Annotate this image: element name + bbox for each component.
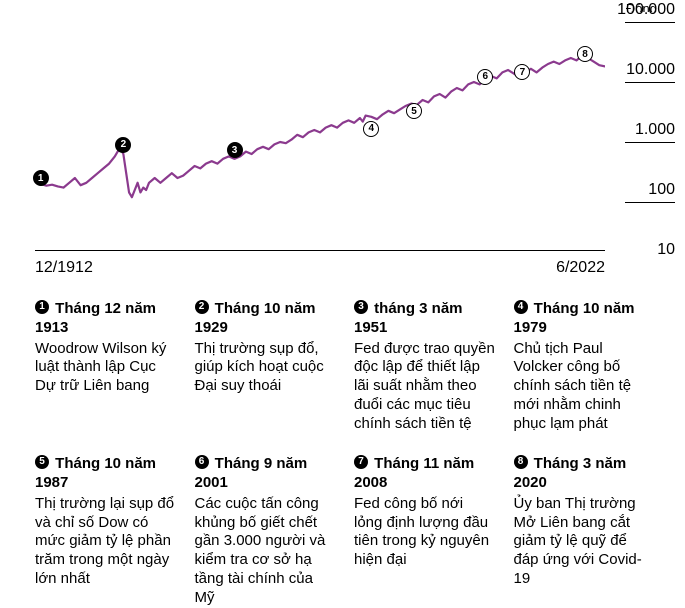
annotation-title-text: Tháng 9 năm 2001 — [195, 455, 308, 491]
annotation-title-text: Tháng 10 năm 1979 — [514, 300, 635, 336]
x-axis: 12/1912 6/2022 — [35, 250, 605, 251]
annotation-3: 3 tháng 3 năm 1951Fed được trao quyền độ… — [354, 300, 496, 433]
annotation-7: 7 Tháng 11 năm 2008Fed công bố nới lỏng … — [354, 455, 496, 607]
y-tick: 100 — [605, 180, 675, 202]
annotation-8: 8 Tháng 3 năm 2020Ủy ban Thị trường Mở L… — [514, 455, 656, 607]
annotation-1: 1 Tháng 12 năm 1913Woodrow Wilson ký luậ… — [35, 300, 177, 433]
annotation-title: 6 Tháng 9 năm 2001 — [195, 455, 337, 493]
chart-marker-2: 2 — [115, 137, 131, 153]
annotation-title: 8 Tháng 3 năm 2020 — [514, 455, 656, 493]
annotation-title-text: Tháng 10 năm 1929 — [195, 300, 316, 336]
y-tick-line — [625, 82, 675, 83]
annotation-title: 7 Tháng 11 năm 2008 — [354, 455, 496, 493]
annotations-grid: 1 Tháng 12 năm 1913Woodrow Wilson ký luậ… — [35, 300, 655, 607]
annotation-title: 3 tháng 3 năm 1951 — [354, 300, 496, 338]
y-axis-labels: 100.00010.0001.00010010 — [605, 10, 675, 250]
chart-marker-8: 8 — [577, 46, 593, 62]
annotation-5: 5 Tháng 10 năm 1987Thị trường lại sụp đổ… — [35, 455, 177, 607]
annotation-num-icon: 4 — [514, 300, 528, 314]
x-axis-end: 6/2022 — [556, 259, 605, 277]
annotation-title-text: Tháng 11 năm 2008 — [354, 455, 474, 491]
y-tick-label: 100 — [605, 180, 675, 202]
annotation-num-icon: 7 — [354, 455, 368, 469]
annotation-num-icon: 6 — [195, 455, 209, 469]
annotation-title: 4 Tháng 10 năm 1979 — [514, 300, 656, 338]
annotation-body: Fed công bố nới lỏng định lượng đầu tiên… — [354, 495, 496, 570]
annotation-title-text: Tháng 3 năm 2020 — [514, 455, 627, 491]
annotation-num-icon: 8 — [514, 455, 528, 469]
annotation-num-icon: 2 — [195, 300, 209, 314]
annotation-body: Ủy ban Thị trường Mở Liên bang cắt giảm … — [514, 495, 656, 589]
y-tick: 10.000 — [605, 60, 675, 82]
annotation-body: Chủ tịch Paul Volcker công bố chính sách… — [514, 340, 656, 434]
x-axis-start: 12/1912 — [35, 259, 93, 277]
annotation-num-icon: 5 — [35, 455, 49, 469]
chart-marker-1: 1 — [33, 170, 49, 186]
annotation-num-icon: 3 — [354, 300, 368, 314]
y-tick-line — [625, 202, 675, 203]
annotation-title-text: tháng 3 năm 1951 — [354, 300, 463, 336]
annotation-body: Các cuộc tấn công khủng bố giết chết gần… — [195, 495, 337, 608]
chart-marker-3: 3 — [227, 142, 243, 158]
annotation-title-text: Tháng 12 năm 1913 — [35, 300, 156, 336]
annotation-title-text: Tháng 10 năm 1987 — [35, 455, 156, 491]
chart-marker-7: 7 — [514, 64, 530, 80]
annotation-title: 2 Tháng 10 năm 1929 — [195, 300, 337, 338]
line-chart: 1 2 3 4 5 6 7 8 — [35, 10, 605, 250]
annotation-body: Fed được trao quyền độc lập để thiết lập… — [354, 340, 496, 434]
y-tick: 100.000 — [605, 0, 675, 22]
chart-marker-4: 4 — [363, 121, 379, 137]
annotation-body: Woodrow Wilson ký luật thành lập Cục Dự … — [35, 340, 177, 396]
annotation-title: 1 Tháng 12 năm 1913 — [35, 300, 177, 338]
chart-marker-6: 6 — [477, 69, 493, 85]
annotation-body: Thị trường sụp đổ, giúp kích hoạt cuộc Đ… — [195, 340, 337, 396]
annotation-num-icon: 1 — [35, 300, 49, 314]
y-tick-line — [625, 22, 675, 23]
y-tick-line — [625, 142, 675, 143]
annotation-6: 6 Tháng 9 năm 2001Các cuộc tấn công khủn… — [195, 455, 337, 607]
y-tick-label: 10 — [605, 240, 675, 262]
annotation-4: 4 Tháng 10 năm 1979Chủ tịch Paul Volcker… — [514, 300, 656, 433]
y-tick: 1.000 — [605, 120, 675, 142]
chart-marker-5: 5 — [406, 103, 422, 119]
annotation-body: Thị trường lại sụp đổ và chỉ số Dow có m… — [35, 495, 177, 589]
annotation-title: 5 Tháng 10 năm 1987 — [35, 455, 177, 493]
y-tick-label: 10.000 — [605, 60, 675, 82]
annotation-2: 2 Tháng 10 năm 1929Thị trường sụp đổ, gi… — [195, 300, 337, 433]
y-tick: 10 — [605, 240, 675, 262]
y-tick-label: 100.000 — [605, 0, 675, 22]
y-tick-label: 1.000 — [605, 120, 675, 142]
